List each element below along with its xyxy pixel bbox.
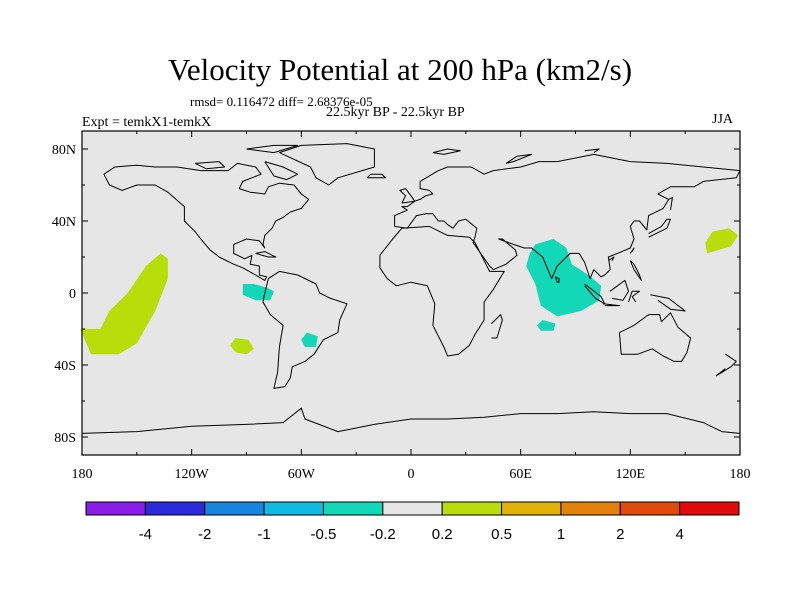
x-tick-label: 180	[730, 467, 751, 482]
colorbar-box	[501, 501, 562, 516]
region-west-pacific-positive	[705, 228, 739, 254]
coast-svalbard	[432, 148, 461, 155]
stats-text: rmsd= 0.116472 diff= 2.68376e-05	[190, 94, 373, 109]
contour-regions	[80, 228, 739, 355]
colorbar-box	[263, 501, 324, 516]
coast-eurasia	[394, 153, 741, 280]
coast-antarctica	[81, 407, 741, 434]
colorbar-label: -0.2	[370, 526, 396, 543]
colorbar-label: -2	[198, 526, 211, 543]
coast-sri-lanka	[554, 276, 560, 283]
coast-philippines	[629, 260, 642, 281]
region-indian-ocean-negative	[526, 239, 602, 317]
coast-sakhalin	[668, 197, 673, 211]
colorbar-label: 1	[557, 526, 565, 543]
coast-iceland	[366, 173, 386, 179]
coast-baffin	[264, 161, 299, 181]
y-tick-label: 80S	[54, 431, 76, 446]
coast-victoria	[195, 161, 226, 170]
x-tick-label: 60W	[288, 467, 316, 482]
colorbar-box	[322, 501, 384, 516]
colorbar-box	[679, 501, 740, 516]
x-tick-label: 60E	[509, 467, 532, 482]
colorbar-label: 0.5	[491, 526, 512, 543]
coast-borneo	[609, 279, 629, 301]
coast-africa	[379, 225, 505, 357]
colorbar-box	[441, 501, 503, 516]
coast-hainan	[608, 256, 615, 262]
x-tick-label: 120W	[175, 467, 210, 482]
colorbar-box	[619, 501, 681, 516]
colorbar-label: 0.2	[432, 526, 453, 543]
x-tick-label: 180	[72, 467, 93, 482]
season-label: JJA	[712, 112, 734, 127]
colorbar-box	[144, 501, 206, 516]
coast-north-america	[103, 162, 310, 281]
coast-ellesmere	[246, 144, 299, 154]
y-axis: 80N 40N 0 40S 80S	[52, 143, 740, 446]
coast-great-britain	[399, 188, 416, 204]
coast-australia	[618, 312, 692, 362]
coast-new-guinea	[650, 294, 686, 312]
y-tick-label: 0	[69, 287, 76, 302]
map-background	[82, 131, 740, 455]
region-central-pacific-positive	[80, 253, 168, 355]
colorbar: -4 -2 -1 -0.5 -0.2 0.2 0.5 1 2 4	[85, 501, 740, 543]
coast-madagascar	[491, 314, 503, 339]
x-axis: 180 120W 60W 0 60E 120E 180	[72, 131, 751, 482]
coast-new-zealand	[715, 353, 737, 377]
x-tick-label: 0	[408, 467, 415, 482]
colorbar-label: 4	[675, 526, 683, 543]
coast-taiwan	[629, 247, 635, 254]
x-tick-label: 120E	[616, 467, 646, 482]
coast-south-america	[262, 270, 348, 389]
coast-greenland	[279, 143, 375, 186]
chart-title: Velocity Potential at 200 hPa (km2/s)	[167, 52, 633, 87]
colorbar-label: 2	[616, 526, 624, 543]
colorbar-label: -0.5	[311, 526, 337, 543]
coast-japan	[648, 218, 671, 238]
y-tick-label: 40S	[54, 359, 76, 374]
region-east-pacific-positive	[230, 338, 254, 355]
colorbar-label: -1	[257, 526, 270, 543]
colorbar-box	[560, 501, 621, 516]
coast-sulawesi	[628, 290, 640, 303]
y-tick-label: 40N	[52, 215, 76, 230]
period-label: 22.5kyr BP - 22.5kyr BP	[326, 105, 465, 120]
coast-java	[602, 303, 620, 307]
coast-severnaya	[584, 148, 600, 154]
region-south-indian-negative	[537, 320, 556, 331]
region-south-america-negative	[301, 332, 318, 347]
colorbar-box	[204, 501, 265, 516]
colorbar-label: -4	[139, 526, 152, 543]
y-tick-label: 80N	[52, 143, 76, 158]
coast-novaya-zemlya	[505, 153, 533, 164]
experiment-label: Expt = temkX1-temkX	[82, 115, 212, 130]
coastlines	[81, 143, 741, 434]
colorbar-box	[382, 501, 443, 516]
colorbar-box	[85, 501, 146, 516]
coast-cuba	[255, 251, 277, 258]
